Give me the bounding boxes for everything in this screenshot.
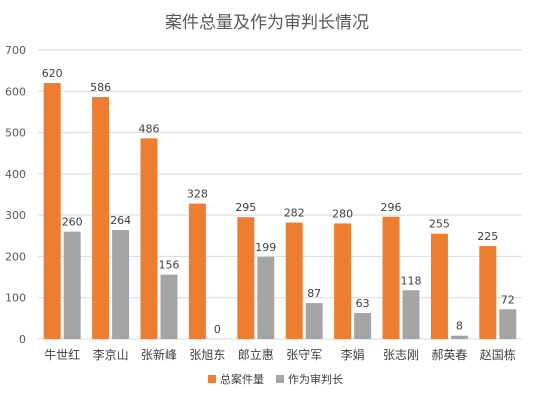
data-label: 118 (401, 274, 422, 287)
x-tick-label: 张旭东 (189, 348, 225, 362)
bar-total (237, 217, 255, 339)
legend-swatch (208, 375, 216, 383)
x-tick-label: 牛世红 (44, 347, 80, 362)
bar-presiding (450, 335, 468, 339)
bar-presiding (305, 303, 323, 339)
bar-total (285, 222, 303, 339)
data-label: 282 (284, 207, 305, 220)
y-tick-label: 400 (5, 168, 26, 181)
bar-presiding (257, 256, 275, 339)
data-label: 225 (477, 230, 498, 243)
legend-label: 总案件量 (220, 372, 264, 386)
y-tick-label: 200 (5, 250, 26, 263)
x-tick-label: 郝英春 (431, 348, 467, 362)
data-label: 264 (110, 214, 131, 227)
bar-total (43, 83, 61, 340)
y-tick-label: 500 (5, 127, 26, 140)
x-tick-label: 李京山 (93, 347, 129, 362)
y-tick-label: 600 (5, 85, 26, 98)
data-label: 295 (235, 201, 256, 214)
data-label: 620 (42, 67, 63, 80)
bars (43, 83, 517, 340)
y-tick-label: 0 (19, 333, 26, 346)
x-tick-label: 张志刚 (383, 348, 419, 362)
x-axis-tick-labels: 牛世红 李京山 张新峰 张旭东 郎立惠 张守军 李娟 张志刚 郝英春 赵国栋 (44, 347, 516, 362)
x-tick-label: 李娟 (341, 347, 365, 362)
data-label: 0 (214, 323, 221, 336)
legend-swatch (276, 375, 284, 383)
data-label: 87 (307, 287, 321, 300)
y-tick-label: 100 (5, 292, 26, 305)
bar-total (188, 203, 206, 339)
bar-presiding (160, 274, 178, 339)
bar-total (140, 138, 158, 339)
data-label: 328 (187, 188, 208, 201)
data-labels: 620 260 586 264 486 156 328 0 295 199 282 87 280 63 29… (42, 67, 515, 336)
data-label: 486 (139, 122, 160, 135)
x-tick-label: 张守军 (286, 348, 322, 362)
y-tick-label: 700 (5, 44, 26, 57)
bar-presiding (112, 230, 130, 339)
bar-total (92, 97, 110, 340)
x-tick-label: 赵国栋 (480, 347, 516, 362)
data-label: 296 (381, 201, 402, 214)
bar-total (479, 246, 497, 339)
bar-presiding (499, 309, 517, 339)
bar-presiding (354, 312, 372, 339)
y-axis-tick-labels: 0 100 200 300 400 500 600 700 (5, 44, 26, 346)
data-label: 63 (356, 297, 370, 310)
data-label: 280 (332, 207, 353, 220)
chart-title: 案件总量及作为审判长情况 (165, 13, 369, 33)
data-label: 586 (90, 81, 111, 94)
y-tick-label: 300 (5, 209, 26, 222)
data-label: 156 (159, 259, 180, 272)
x-tick-label: 张新峰 (141, 347, 177, 362)
data-label: 260 (62, 216, 83, 229)
bar-total (430, 233, 448, 339)
legend-label: 作为审判长 (288, 372, 343, 386)
data-label: 255 (429, 218, 450, 231)
x-tick-label: 郎立惠 (238, 347, 274, 362)
data-label: 72 (501, 293, 515, 306)
data-label: 8 (456, 320, 463, 333)
bar-presiding (63, 231, 81, 339)
data-label: 199 (255, 241, 276, 254)
bar-total (334, 223, 352, 339)
bar-presiding (402, 290, 420, 339)
bar-total (382, 216, 400, 339)
legend: 总案件量 作为审判长 (208, 372, 343, 386)
